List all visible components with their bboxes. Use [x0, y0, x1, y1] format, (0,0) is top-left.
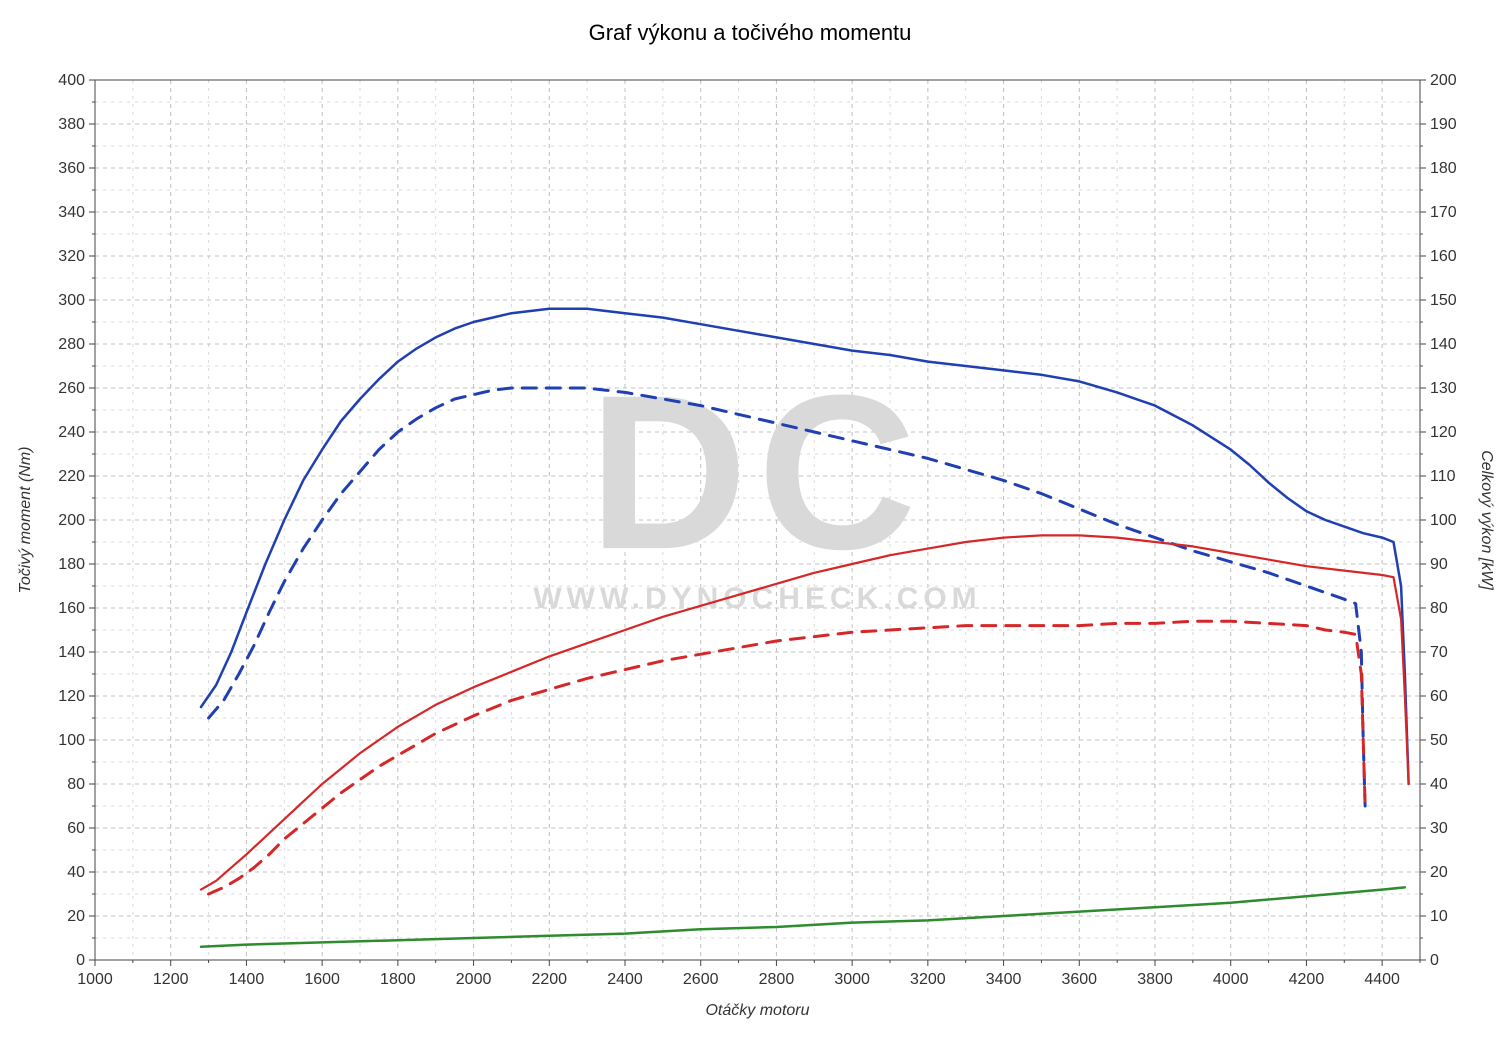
tick-label-x: 3600 — [1061, 971, 1097, 988]
tick-label-y-right: 110 — [1430, 468, 1456, 485]
tick-label-y-right: 10 — [1430, 908, 1448, 925]
tick-label-x: 4000 — [1213, 971, 1249, 988]
tick-label-y-left: 120 — [58, 688, 85, 705]
tick-label-x: 1800 — [380, 971, 416, 988]
tick-label-y-left: 340 — [58, 204, 85, 221]
tick-label-x: 2000 — [456, 971, 492, 988]
tick-label-y-left: 240 — [58, 424, 85, 441]
tick-label-y-left: 260 — [58, 380, 85, 397]
tick-label-x: 3400 — [986, 971, 1022, 988]
tick-label-x: 3800 — [1137, 971, 1173, 988]
tick-label-y-right: 80 — [1430, 600, 1448, 617]
tick-label-y-left: 360 — [58, 160, 85, 177]
tick-label-x: 4200 — [1289, 971, 1325, 988]
tick-label-y-left: 400 — [58, 72, 85, 89]
tick-label-y-left: 200 — [58, 512, 85, 529]
chart-container: DCWWW.DYNOCHECK.COM100012001400160018002… — [0, 0, 1500, 1041]
y-right-axis-label: Celkový výkon [kW] — [1478, 450, 1495, 590]
tick-label-y-left: 280 — [58, 336, 85, 353]
tick-label-y-right: 30 — [1430, 820, 1448, 837]
tick-label-x: 3000 — [834, 971, 870, 988]
tick-label-x: 2200 — [531, 971, 567, 988]
tick-label-y-left: 40 — [67, 864, 85, 881]
tick-label-y-right: 0 — [1430, 952, 1439, 969]
tick-label-y-left: 60 — [67, 820, 85, 837]
tick-label-x: 1200 — [153, 971, 189, 988]
tick-label-y-right: 100 — [1430, 512, 1457, 529]
tick-label-y-right: 90 — [1430, 556, 1448, 573]
tick-label-x: 1000 — [77, 971, 113, 988]
tick-label-x: 2800 — [759, 971, 795, 988]
chart-title: Graf výkonu a točivého momentu — [589, 20, 912, 45]
tick-label-x: 4400 — [1364, 971, 1400, 988]
tick-label-x: 1400 — [229, 971, 265, 988]
tick-label-y-right: 60 — [1430, 688, 1448, 705]
y-left-axis-label: Točivý moment (Nm) — [17, 447, 34, 594]
tick-label-y-left: 300 — [58, 292, 85, 309]
tick-label-y-left: 160 — [58, 600, 85, 617]
tick-label-y-right: 150 — [1430, 292, 1457, 309]
tick-label-y-right: 140 — [1430, 336, 1457, 353]
tick-label-y-left: 140 — [58, 644, 85, 661]
tick-label-y-right: 20 — [1430, 864, 1448, 881]
tick-label-x: 2600 — [683, 971, 719, 988]
tick-label-y-right: 40 — [1430, 776, 1448, 793]
tick-label-y-right: 70 — [1430, 644, 1448, 661]
tick-label-y-right: 180 — [1430, 160, 1457, 177]
tick-label-x: 2400 — [607, 971, 643, 988]
tick-label-x: 3200 — [910, 971, 946, 988]
tick-label-y-left: 0 — [76, 952, 85, 969]
tick-label-x: 1600 — [304, 971, 340, 988]
tick-label-y-left: 320 — [58, 248, 85, 265]
tick-label-y-left: 180 — [58, 556, 85, 573]
tick-label-y-right: 190 — [1430, 116, 1457, 133]
chart-svg: DCWWW.DYNOCHECK.COM100012001400160018002… — [0, 0, 1500, 1041]
tick-label-y-right: 130 — [1430, 380, 1457, 397]
tick-label-y-left: 380 — [58, 116, 85, 133]
watermark-url: WWW.DYNOCHECK.COM — [533, 582, 981, 615]
tick-label-y-right: 160 — [1430, 248, 1457, 265]
tick-label-y-right: 50 — [1430, 732, 1448, 749]
tick-label-y-left: 20 — [67, 908, 85, 925]
tick-label-y-left: 100 — [58, 732, 85, 749]
tick-label-y-left: 220 — [58, 468, 85, 485]
tick-label-y-right: 170 — [1430, 204, 1457, 221]
tick-label-y-right: 120 — [1430, 424, 1457, 441]
x-axis-label: Otáčky motoru — [705, 1002, 809, 1019]
tick-label-y-right: 200 — [1430, 72, 1457, 89]
tick-label-y-left: 80 — [67, 776, 85, 793]
